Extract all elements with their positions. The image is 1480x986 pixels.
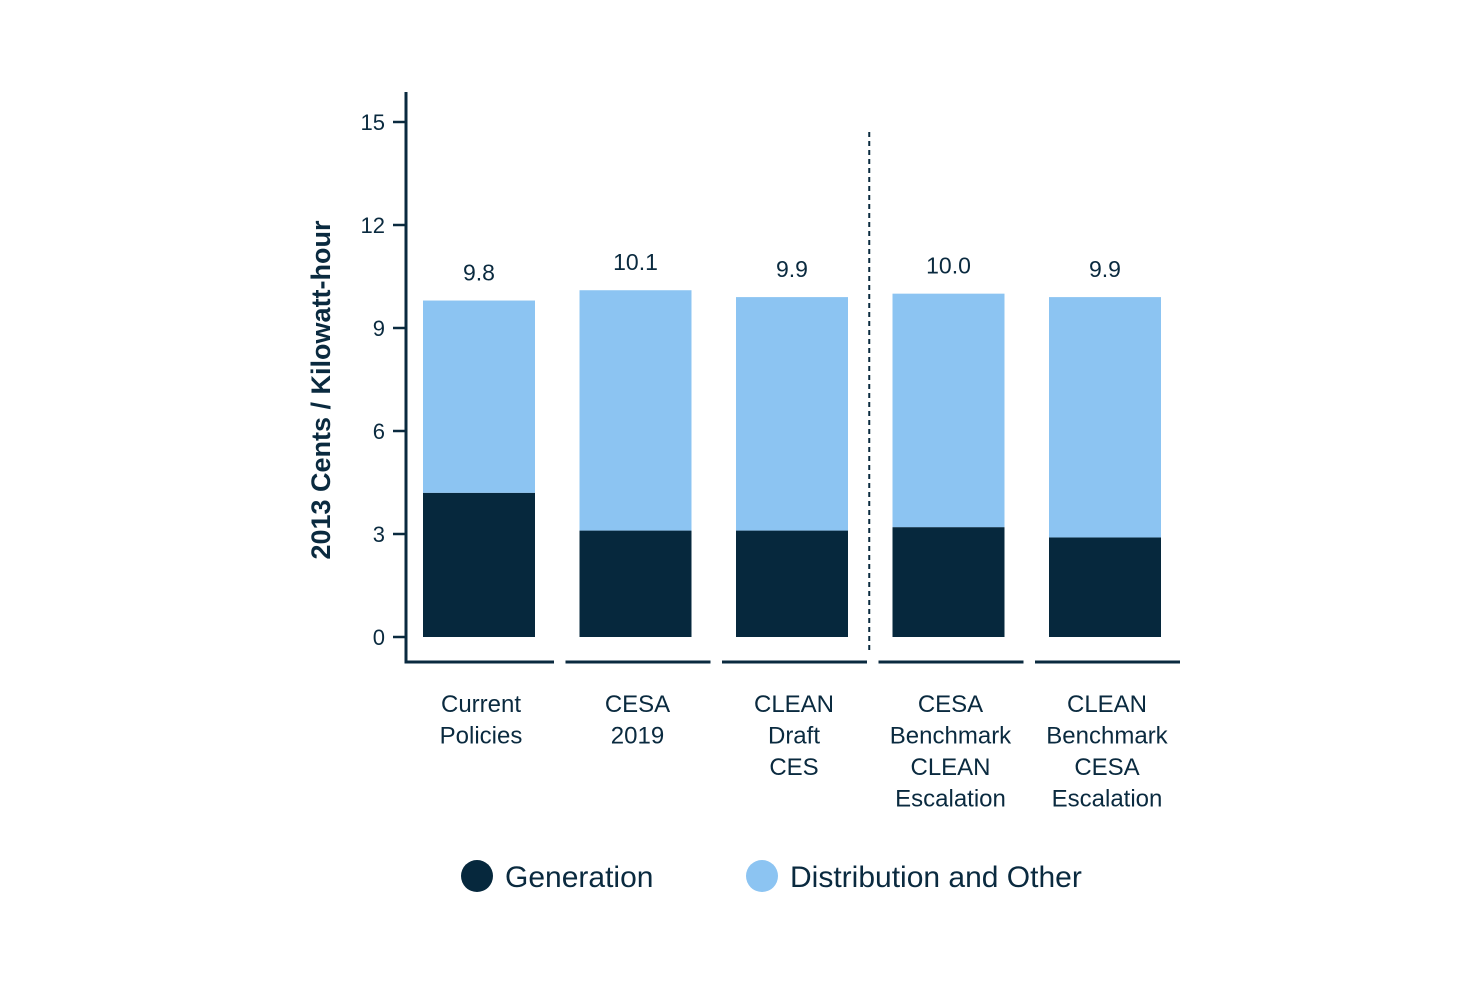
bar-generation-2 — [736, 530, 848, 637]
category-label-2-line-1: Draft — [768, 723, 820, 750]
total-label-0: 9.8 — [463, 260, 495, 286]
y-tick-label-5: 15 — [361, 110, 385, 135]
axes-layer: 0 3 6 9 12 15 — [361, 92, 1180, 664]
category-label-3-line-0: CESA — [918, 691, 983, 718]
category-label-3-line-3: Escalation — [895, 786, 1006, 813]
legend-generation-swatch — [461, 860, 493, 892]
category-label-0-line-0: Current — [441, 691, 521, 718]
category-label-3-line-1: Benchmark — [890, 723, 1012, 750]
total-label-3: 10.0 — [926, 253, 971, 279]
labels-layer: 9.8 Current Policies 10.1 CESA 2019 9.9 CLEAN Dr… — [440, 249, 1169, 812]
legend-distribution-label: Distribution and Other — [790, 861, 1082, 894]
bar-distribution-4 — [1049, 297, 1161, 538]
category-label-1-line-1: 2019 — [611, 723, 664, 750]
y-tick-label-4: 12 — [361, 213, 385, 238]
category-label-4-line-1: Benchmark — [1046, 723, 1168, 750]
category-label-4-line-2: CESA — [1074, 754, 1139, 781]
bar-generation-3 — [892, 527, 1005, 637]
total-label-4: 9.9 — [1089, 256, 1121, 282]
legend: Generation Distribution and Other — [461, 860, 1082, 894]
y-tick-label-1: 3 — [373, 522, 385, 547]
y-tick-label-2: 6 — [373, 419, 385, 444]
bars-layer — [423, 290, 1161, 637]
category-label-1-line-0: CESA — [605, 691, 670, 718]
bar-generation-0 — [423, 492, 535, 637]
category-label-0-line-1: Policies — [440, 723, 523, 750]
bar-distribution-3 — [892, 293, 1005, 528]
category-label-2-line-0: CLEAN — [754, 691, 834, 718]
y-tick-label-0: 0 — [373, 625, 385, 650]
total-label-2: 9.9 — [776, 256, 808, 282]
bar-distribution-2 — [736, 297, 848, 531]
y-axis-title: 2013 Cents / Kilowatt-hour — [306, 220, 336, 560]
category-label-3-line-2: CLEAN — [910, 754, 990, 781]
bar-generation-1 — [579, 530, 692, 637]
bar-distribution-1 — [579, 290, 692, 531]
category-label-4-line-0: CLEAN — [1067, 691, 1147, 718]
legend-distribution-swatch — [746, 860, 778, 892]
category-label-4-line-3: Escalation — [1052, 786, 1163, 813]
bar-distribution-0 — [423, 300, 535, 493]
y-tick-label-3: 9 — [373, 316, 385, 341]
legend-generation-label: Generation — [505, 861, 653, 894]
bar-generation-4 — [1049, 537, 1161, 637]
total-label-1: 10.1 — [613, 249, 658, 275]
category-label-2-line-2: CES — [769, 754, 818, 781]
